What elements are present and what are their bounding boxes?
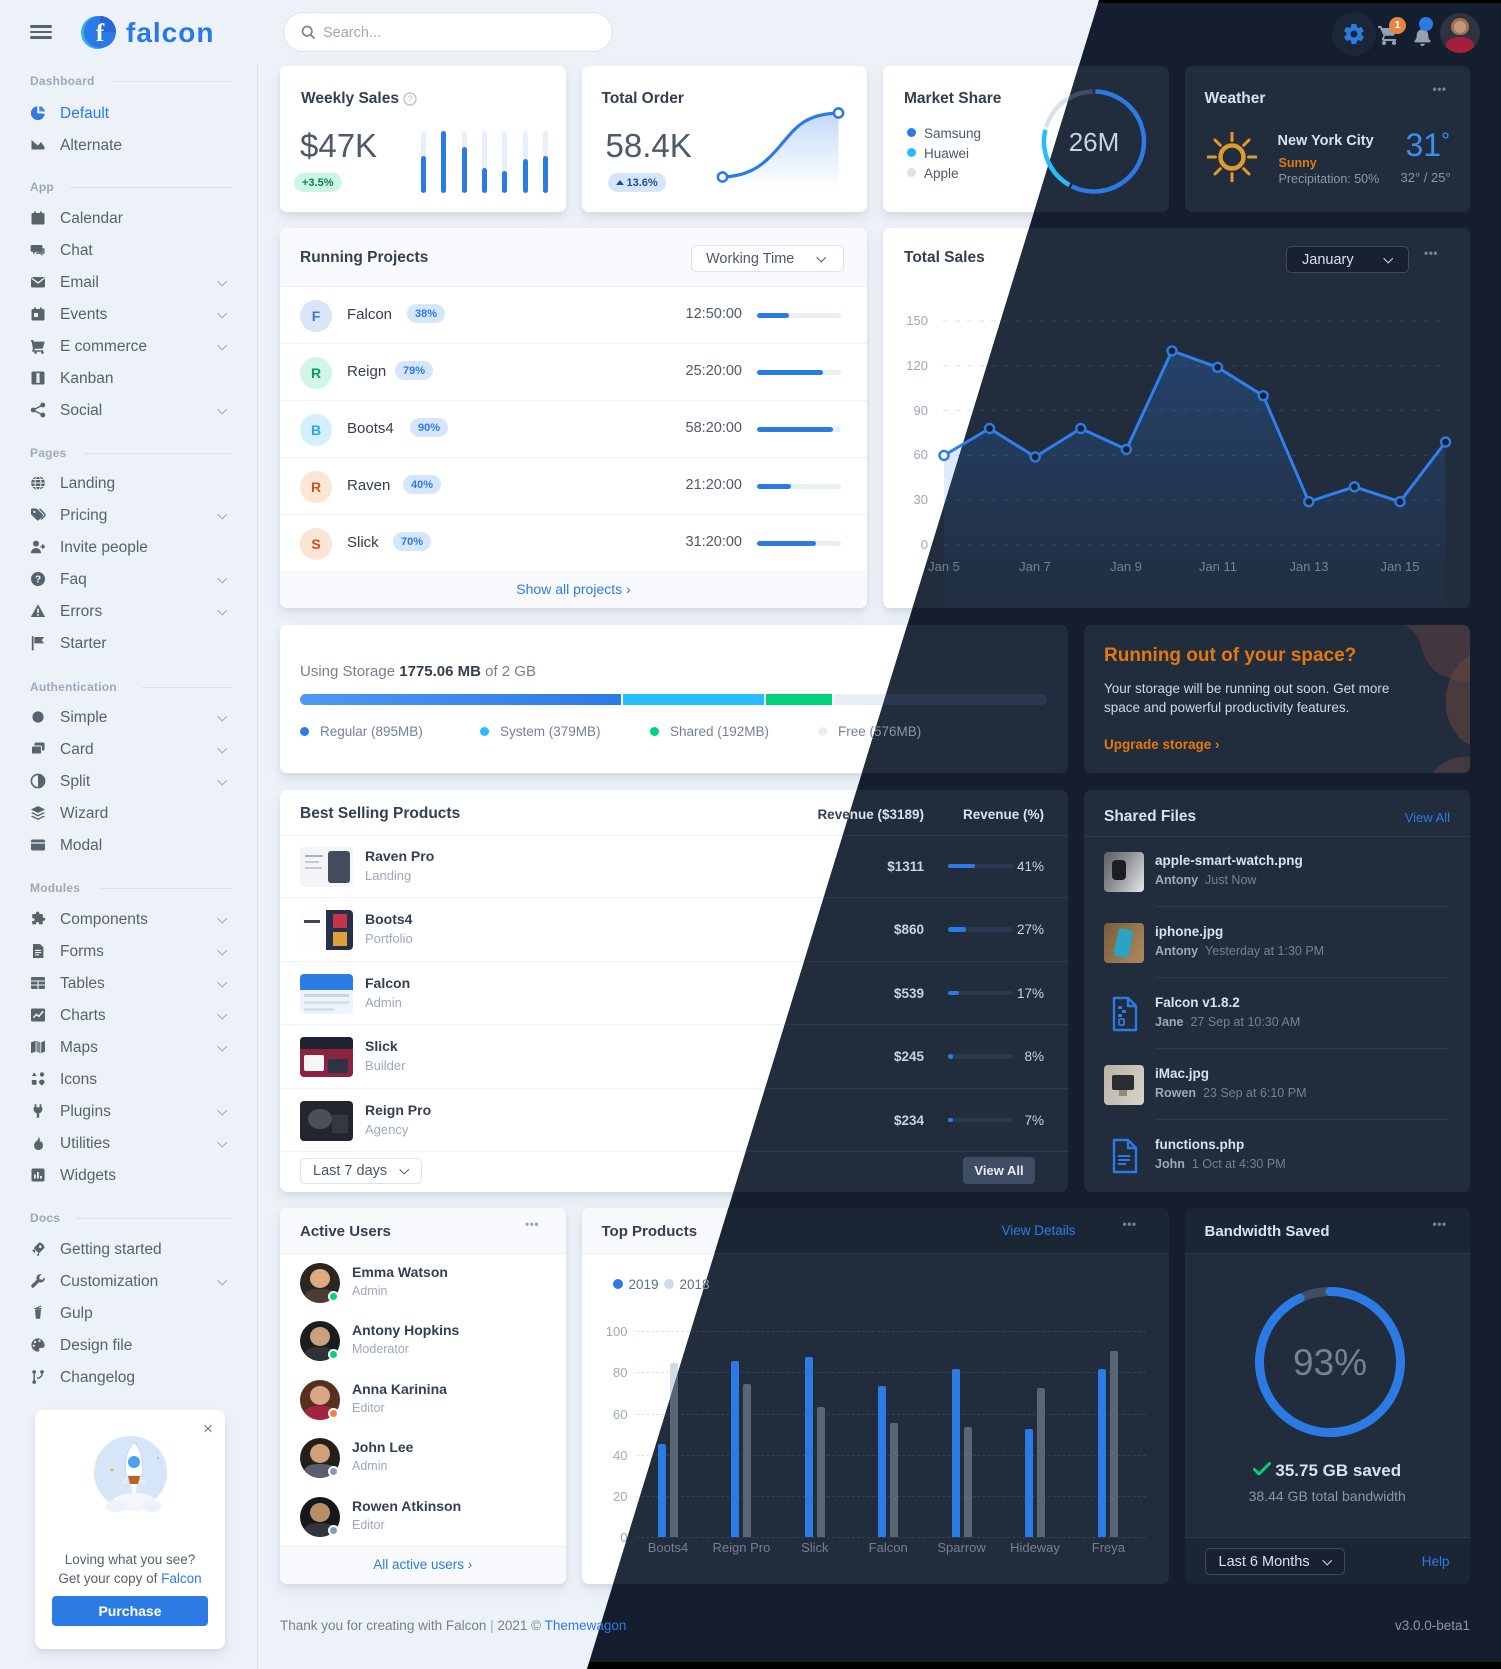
- svg-text:60: 60: [914, 447, 928, 462]
- svg-text:Jan 9: Jan 9: [1110, 559, 1142, 574]
- svg-text:30: 30: [914, 492, 928, 507]
- svg-text:Jan 11: Jan 11: [1199, 559, 1237, 574]
- svg-text:?: ?: [35, 574, 41, 585]
- svg-text:26M: 26M: [1069, 127, 1120, 157]
- svg-text:150: 150: [906, 313, 928, 328]
- svg-text:93%: 93%: [1292, 1342, 1366, 1383]
- svg-text:Jan 7: Jan 7: [1019, 559, 1051, 574]
- svg-text:120: 120: [906, 358, 928, 373]
- svg-text:Jan 13: Jan 13: [1289, 559, 1328, 574]
- svg-text:Jan 5: Jan 5: [928, 559, 960, 574]
- svg-text:f: f: [96, 20, 105, 47]
- svg-text:90: 90: [914, 403, 928, 418]
- svg-text:Jan 15: Jan 15: [1380, 559, 1419, 574]
- svg-text:0: 0: [921, 537, 928, 552]
- svg-text:?: ?: [407, 94, 412, 104]
